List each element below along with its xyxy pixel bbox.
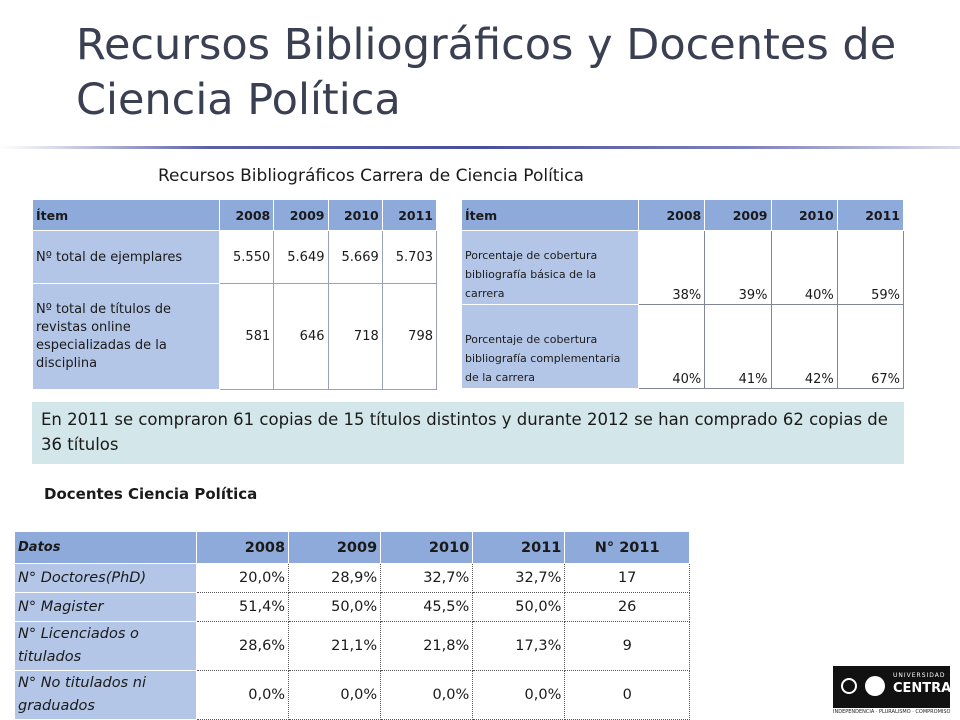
row-label: N° Doctores(PhD) [14,563,197,593]
table-row: N° Doctores(PhD) 20,0% 28,9% 32,7% 32,7%… [14,563,690,593]
logo-text-top: UNIVERSIDAD [893,672,946,679]
table-cell: 32,7% [380,563,474,593]
table-cell: 0,0% [195,670,290,720]
table-cell: 0,0% [380,670,474,720]
table-cell: 26 [564,592,690,622]
table-cell: 40% [770,230,838,305]
table-cell: 5.703 [381,230,438,284]
table-cell: 0,0% [288,670,382,720]
table-cell: 17 [564,563,690,593]
row-label: N° Magister [14,592,197,622]
column-header: 2008 [637,199,706,231]
table-cell: 20,0% [195,563,290,593]
title-divider [0,146,960,149]
row-label: Nº total de títulos de revistas online e… [32,283,220,390]
table-row: Porcentaje de cobertura bibliografía bás… [461,230,905,305]
column-header: Ítem [461,199,639,231]
table-cell: 0,0% [472,670,566,720]
column-header: 2008 [218,199,275,231]
table-cell: 5.550 [218,230,275,284]
table-header-row: Ítem 2008 2009 2010 2011 [32,199,438,231]
table-cell: 21,1% [288,621,382,671]
row-label: N° No titulados ni graduados [14,670,197,720]
column-header: 2009 [273,199,329,231]
row-label: N° Licenciados o titulados [14,621,197,671]
table-cell: 39% [704,230,772,305]
table-cell: 17,3% [472,621,566,671]
faculty-table: Datos 2008 2009 2010 2011 N° 2011 N° Doc… [14,531,690,720]
column-header: 2010 [327,199,383,231]
table-cell: 28,9% [288,563,382,593]
table-cell: 50,0% [472,592,566,622]
column-header: 2010 [380,531,474,564]
logo-text-main: CENTRAL [893,681,960,696]
column-header: 2009 [288,531,382,564]
table-header-row: Datos 2008 2009 2010 2011 N° 2011 [14,531,690,564]
column-header: 2009 [704,199,772,231]
circle-icon [865,676,885,696]
row-label: Nº total de ejemplares [32,230,220,284]
table-cell: 581 [218,283,275,390]
table-cell: 51,4% [195,592,290,622]
table-row: Porcentaje de cobertura bibliografía com… [461,304,905,389]
table-row: Nº total de títulos de revistas online e… [32,283,438,390]
column-header: Datos [14,531,197,564]
row-label: Porcentaje de cobertura bibliografía com… [461,304,639,389]
section-subtitle: Recursos Bibliográficos Carrera de Cienc… [158,166,584,186]
faculty-heading: Docentes Ciencia Política [44,485,258,503]
logo-background: UNIVERSIDAD CENTRAL [833,666,960,708]
table-row: Nº total de ejemplares 5.550 5.649 5.669… [32,230,438,284]
table-cell: 9 [564,621,690,671]
column-header: 2011 [472,531,566,564]
column-header: N° 2011 [564,531,690,564]
table-row: N° Magister 51,4% 50,0% 45,5% 50,0% 26 [14,592,690,622]
table-cell: 718 [327,283,383,390]
bibliography-coverage-table: Ítem 2008 2009 2010 2011 Porcentaje de c… [461,199,905,389]
table-cell: 40% [637,304,706,389]
table-cell: 45,5% [380,592,474,622]
table-cell: 21,8% [380,621,474,671]
column-header: 2010 [770,199,838,231]
table-cell: 41% [704,304,772,389]
table-cell: 42% [770,304,838,389]
bibliographic-resources-table: Ítem 2008 2009 2010 2011 Nº total de eje… [32,199,438,390]
column-header: Ítem [32,199,220,231]
table-cell: 67% [836,304,905,389]
table-row: N° Licenciados o titulados 28,6% 21,1% 2… [14,621,690,671]
table-cell: 38% [637,230,706,305]
table-cell: 28,6% [195,621,290,671]
page-title: Recursos Bibliográficos y Docentes de Ci… [76,20,897,125]
column-header: 2011 [836,199,905,231]
table-cell: 0 [564,670,690,720]
university-logo: UNIVERSIDAD CENTRAL INDEPENDENCIA · PLUR… [833,666,960,716]
table-cell: 798 [381,283,438,390]
table-cell: 5.649 [273,230,329,284]
table-cell: 32,7% [472,563,566,593]
table-cell: 50,0% [288,592,382,622]
table-row: N° No titulados ni graduados 0,0% 0,0% 0… [14,670,690,720]
table-cell: 646 [273,283,329,390]
table-cell: 59% [836,230,905,305]
logo-tagline: INDEPENDENCIA · PLURALISMO · COMPROMISO [833,709,951,715]
row-label: Porcentaje de cobertura bibliografía bás… [461,230,639,305]
table-cell: 5.669 [327,230,383,284]
table-header-row: Ítem 2008 2009 2010 2011 [461,199,905,231]
column-header: 2011 [381,199,438,231]
purchase-note: En 2011 se compraron 61 copias de 15 tít… [32,402,904,464]
column-header: 2008 [195,531,290,564]
globe-icon [841,678,857,694]
